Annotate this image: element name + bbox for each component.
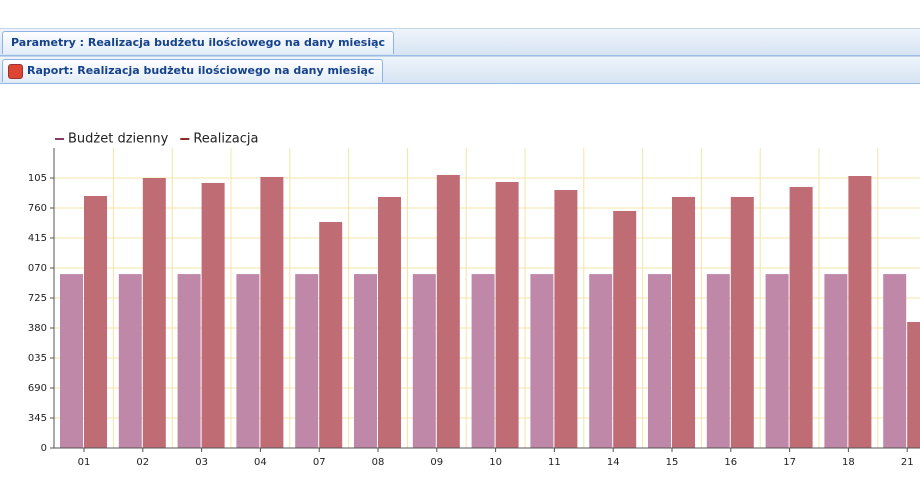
y-tick-label: 760	[28, 203, 47, 214]
bar	[495, 182, 519, 448]
x-tick-label: 10	[489, 457, 502, 468]
bar	[824, 274, 848, 448]
bar	[142, 178, 166, 448]
x-tick-label: 21	[901, 457, 914, 468]
bar	[118, 274, 142, 448]
report-icon	[8, 64, 23, 79]
tab[interactable]: Parametry : Realizacja budżetu ilościowe…	[2, 31, 395, 54]
x-tick-label: 14	[607, 457, 620, 468]
x-tick-label: 16	[724, 457, 737, 468]
bar	[378, 196, 401, 448]
bar	[471, 274, 495, 448]
legend-label: Realizacja	[193, 132, 258, 147]
tab-bar: Raport: Realizacja budżetu ilościowego n…	[0, 56, 920, 84]
y-tick-label: 070	[28, 263, 47, 274]
y-tick-label: 0	[41, 443, 47, 454]
bar	[589, 274, 613, 448]
bar	[60, 274, 83, 448]
x-tick-label: 18	[842, 457, 855, 468]
y-tick-label: 690	[28, 383, 47, 394]
x-tick-label: 02	[136, 457, 149, 468]
bar	[648, 274, 671, 448]
bar	[672, 196, 695, 448]
bar	[554, 190, 578, 448]
bar	[883, 274, 907, 448]
x-tick-label: 11	[548, 457, 561, 468]
x-tick-label: 17	[783, 457, 796, 468]
x-tick-label: 03	[195, 457, 208, 468]
tab-label: Raport: Realizacja budżetu ilościowego n…	[27, 64, 375, 77]
y-tick-label: 380	[28, 323, 47, 334]
bar	[706, 274, 730, 448]
y-tick-label: 035	[28, 353, 47, 364]
y-tick-label: 345	[28, 413, 47, 424]
bar	[789, 186, 813, 448]
bar	[530, 274, 554, 448]
x-tick-label: 01	[78, 457, 91, 468]
bar	[613, 210, 637, 448]
y-tick-label: 415	[28, 233, 47, 244]
bar	[84, 196, 107, 448]
bar	[730, 196, 754, 448]
bar	[354, 274, 377, 448]
bar	[412, 274, 436, 448]
tab[interactable]: Raport: Realizacja budżetu ilościowego n…	[2, 59, 384, 82]
tab-bar: Parametry : Realizacja budżetu ilościowe…	[0, 28, 920, 56]
y-tick-label: 105	[28, 173, 47, 184]
y-tick-label: 725	[28, 293, 47, 304]
bar	[260, 176, 284, 448]
bar	[295, 274, 319, 448]
x-tick-label: 07	[313, 457, 326, 468]
bar	[848, 176, 872, 448]
x-tick-label: 15	[666, 457, 679, 468]
legend-label: Budżet dzienny	[68, 132, 169, 147]
bar	[201, 182, 225, 448]
bar	[319, 222, 343, 448]
bar	[177, 274, 201, 448]
bar	[436, 174, 460, 448]
x-tick-label: 09	[430, 457, 443, 468]
bar	[765, 274, 789, 448]
bar	[907, 322, 920, 448]
bar	[236, 274, 260, 448]
x-tick-label: 08	[372, 457, 385, 468]
x-tick-label: 04	[254, 457, 267, 468]
